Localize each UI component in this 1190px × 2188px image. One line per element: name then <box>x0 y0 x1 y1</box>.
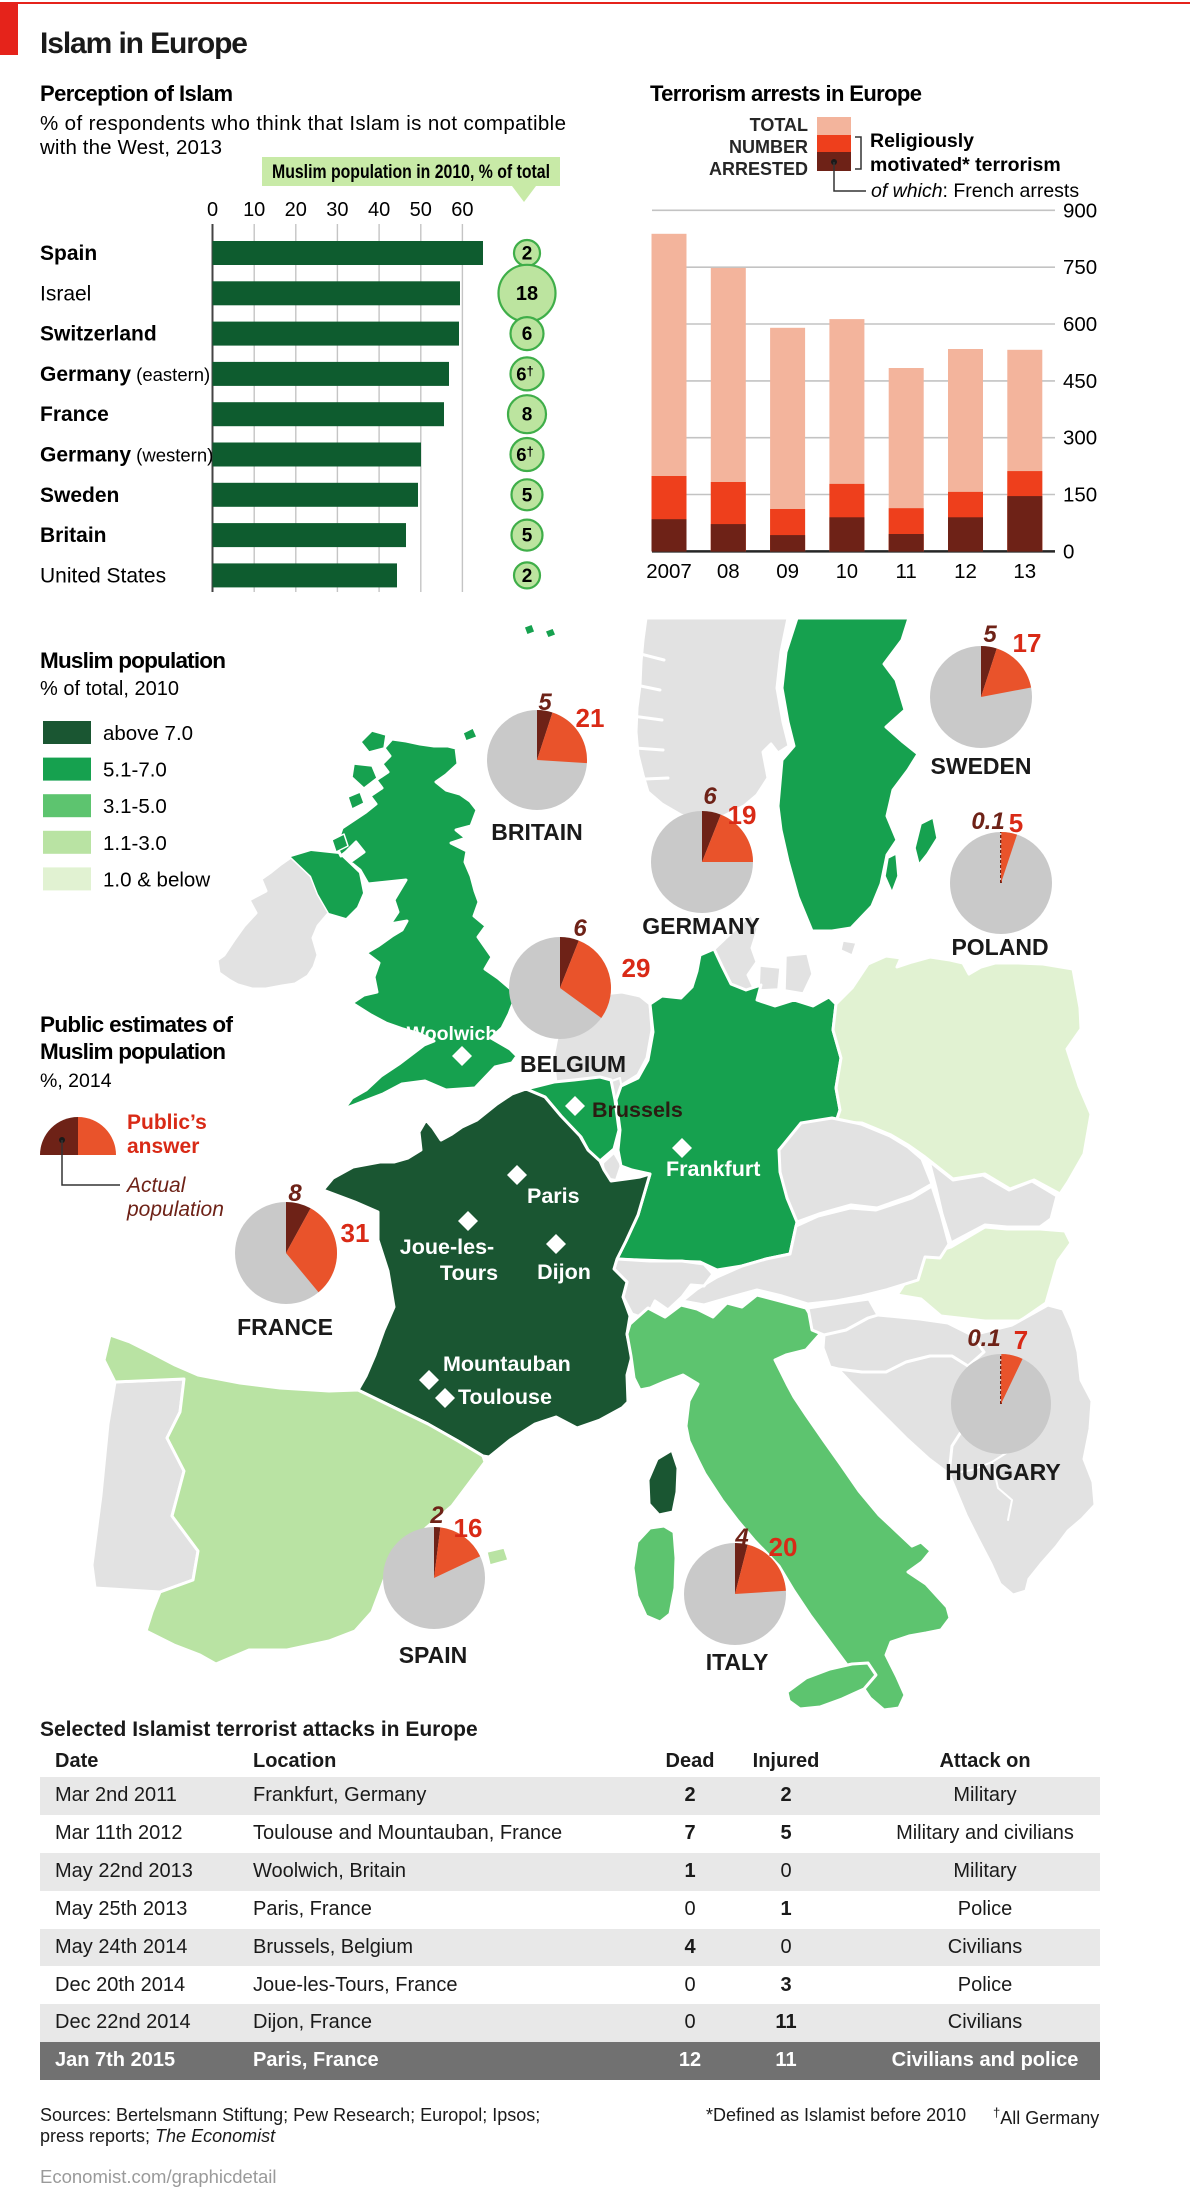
svg-text:5.1-7.0: 5.1-7.0 <box>103 759 167 782</box>
svg-text:4: 4 <box>734 1524 748 1551</box>
svg-text:6: 6 <box>522 324 533 345</box>
svg-text:SWEDEN: SWEDEN <box>931 753 1032 779</box>
svg-text:18: 18 <box>516 283 538 305</box>
svg-text:Spain: Spain <box>40 242 97 265</box>
svg-text:31: 31 <box>341 1218 370 1248</box>
svg-text:11: 11 <box>896 560 917 583</box>
svg-text:5: 5 <box>522 485 533 506</box>
svg-text:Germany (eastern): Germany (eastern) <box>40 363 210 386</box>
svg-text:60: 60 <box>451 199 473 221</box>
svg-text:10: 10 <box>836 561 858 583</box>
svg-text:FRANCE: FRANCE <box>237 1314 333 1340</box>
svg-text:Woolwich: Woolwich <box>407 1023 498 1045</box>
svg-text:Israel: Israel <box>40 282 91 305</box>
svg-text:08: 08 <box>717 560 740 583</box>
svg-text:NUMBER: NUMBER <box>729 137 808 157</box>
svg-text:0.1: 0.1 <box>967 1325 1000 1352</box>
svg-text:12: 12 <box>954 560 977 583</box>
svg-text:750: 750 <box>1063 256 1097 279</box>
svg-text:ARRESTED: ARRESTED <box>709 159 808 179</box>
svg-text:5: 5 <box>1009 808 1023 838</box>
svg-text:1.1-3.0: 1.1-3.0 <box>103 832 167 855</box>
svg-text:% of total, 2010: % of total, 2010 <box>40 678 179 700</box>
svg-text:Joue-les-: Joue-les- <box>400 1235 494 1259</box>
svg-text:% of respondents who think tha: % of respondents who think that Islam is… <box>40 112 566 135</box>
svg-text:SPAIN: SPAIN <box>399 1642 468 1668</box>
svg-text:50: 50 <box>410 199 432 221</box>
svg-text:30: 30 <box>326 199 348 221</box>
svg-text:Dijon: Dijon <box>537 1260 591 1284</box>
svg-text:Perception of Islam: Perception of Islam <box>40 81 233 106</box>
svg-text:Sweden: Sweden <box>40 484 119 507</box>
svg-text:above 7.0: above 7.0 <box>103 722 193 745</box>
svg-text:7: 7 <box>1014 1325 1028 1355</box>
svg-text:3.1-5.0: 3.1-5.0 <box>103 795 167 818</box>
svg-text:1.0 & below: 1.0 & below <box>103 868 210 891</box>
svg-text:ITALY: ITALY <box>706 1649 769 1675</box>
svg-text:0: 0 <box>207 199 218 221</box>
svg-text:2007: 2007 <box>646 560 692 583</box>
svg-text:29: 29 <box>622 953 651 983</box>
svg-text:TOTAL: TOTAL <box>750 115 808 135</box>
svg-text:Britain: Britain <box>40 524 107 547</box>
svg-text:600: 600 <box>1063 313 1097 336</box>
svg-text:with the West, 2013: with the West, 2013 <box>39 136 222 159</box>
svg-text:France: France <box>40 403 109 426</box>
svg-text:Muslim population: Muslim population <box>40 1039 226 1064</box>
svg-text:Switzerland: Switzerland <box>40 323 157 346</box>
svg-text:13: 13 <box>1013 560 1036 583</box>
svg-text:Terrorism arrests in Europe: Terrorism arrests in Europe <box>650 81 922 106</box>
svg-text:answer: answer <box>127 1135 199 1158</box>
svg-text:Muslim population: Muslim population <box>40 648 226 673</box>
svg-text:0.1: 0.1 <box>971 808 1004 835</box>
svg-text:900: 900 <box>1063 199 1097 222</box>
svg-text:40: 40 <box>368 199 390 221</box>
svg-text:20: 20 <box>285 199 307 221</box>
svg-text:HUNGARY: HUNGARY <box>945 1459 1060 1485</box>
svg-text:%, 2014: %, 2014 <box>40 1070 112 1092</box>
svg-text:16: 16 <box>454 1513 483 1543</box>
svg-text:5: 5 <box>983 621 997 648</box>
svg-text:Germany (western): Germany (western) <box>40 444 213 467</box>
svg-text:Muslim population in 2010, % o: Muslim population in 2010, % of total <box>272 162 550 183</box>
svg-text:Actual: Actual <box>125 1174 187 1197</box>
svg-text:6: 6 <box>703 783 717 810</box>
svg-text:6: 6 <box>573 915 587 942</box>
svg-text:21: 21 <box>576 703 605 733</box>
svg-text:8: 8 <box>288 1180 302 1207</box>
svg-text:150: 150 <box>1063 484 1097 507</box>
svg-text:5: 5 <box>538 689 552 716</box>
svg-text:20: 20 <box>769 1532 798 1562</box>
svg-text:10: 10 <box>243 199 265 221</box>
svg-text:2: 2 <box>429 1502 444 1529</box>
svg-text:Tours: Tours <box>440 1261 498 1285</box>
svg-text:Public estimates of: Public estimates of <box>40 1012 234 1037</box>
svg-text:2: 2 <box>522 244 533 265</box>
svg-text:motivated* terrorism: motivated* terrorism <box>870 154 1061 176</box>
svg-text:BELGIUM: BELGIUM <box>520 1051 626 1077</box>
svg-text:0: 0 <box>1063 540 1074 563</box>
svg-text:17: 17 <box>1013 628 1042 658</box>
svg-text:of which: French arrests: of which: French arrests <box>871 180 1079 202</box>
svg-text:09: 09 <box>776 560 799 583</box>
svg-text:population: population <box>126 1198 224 1221</box>
svg-text:Paris: Paris <box>527 1184 580 1208</box>
svg-text:Frankfurt: Frankfurt <box>666 1157 760 1181</box>
svg-text:19: 19 <box>728 800 757 830</box>
svg-text:450: 450 <box>1063 370 1097 393</box>
svg-text:BRITAIN: BRITAIN <box>491 819 583 845</box>
svg-text:Mountauban: Mountauban <box>443 1352 571 1376</box>
svg-text:Toulouse: Toulouse <box>458 1385 552 1409</box>
svg-text:Public’s: Public’s <box>127 1111 207 1134</box>
svg-text:Religiously: Religiously <box>870 130 974 152</box>
svg-text:8: 8 <box>522 405 533 426</box>
svg-text:5: 5 <box>522 526 533 547</box>
svg-text:POLAND: POLAND <box>951 934 1048 960</box>
svg-text:GERMANY: GERMANY <box>642 913 760 939</box>
svg-text:300: 300 <box>1063 427 1097 450</box>
svg-text:Brussels: Brussels <box>592 1098 683 1122</box>
svg-text:United States: United States <box>40 564 166 587</box>
svg-text:2: 2 <box>522 566 533 587</box>
